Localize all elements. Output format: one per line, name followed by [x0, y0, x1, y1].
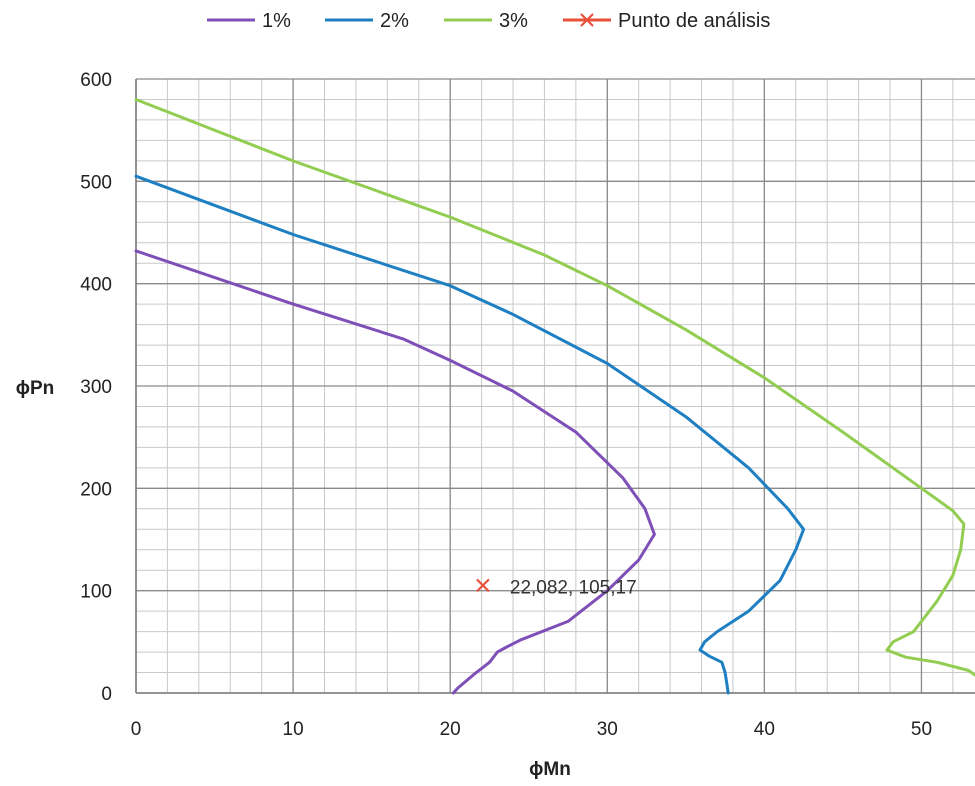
series-line-1	[134, 249, 656, 695]
legend-label-3: 3%	[499, 10, 528, 32]
x-tick-label: 50	[911, 719, 932, 740]
x-tick-label: 10	[283, 719, 304, 740]
series-line-3	[134, 98, 975, 677]
y-tick-label: 0	[101, 684, 112, 705]
y-tick-label: 200	[80, 479, 112, 500]
y-axis-title: ϕPn	[16, 378, 55, 399]
x-tick-labels: 0 10 20 30 40 50	[131, 719, 932, 740]
x-tick-label: 40	[754, 719, 775, 740]
x-tick-label: 20	[440, 719, 461, 740]
axes	[135, 79, 975, 694]
analysis-point-data-label: 22,082, 105,17	[510, 577, 637, 598]
y-tick-label: 500	[80, 172, 112, 193]
series-layer: 22,082, 105,17	[134, 98, 975, 695]
series-line-2	[134, 174, 806, 695]
x-tick-label: 30	[597, 719, 618, 740]
legend-marker-stroke	[580, 13, 594, 27]
y-tick-label: 300	[80, 377, 112, 398]
legend: 1% 2% 3% Punto de análisis	[207, 10, 770, 32]
marker-stroke	[476, 578, 490, 593]
legend-label-4: Punto de análisis	[618, 10, 770, 32]
legend-label-2: 2%	[380, 10, 409, 32]
legend-label-1: 1%	[262, 10, 291, 32]
x-tick-label: 0	[131, 719, 142, 740]
y-tick-label: 600	[80, 70, 112, 91]
x-axis-title: ϕMn	[529, 759, 571, 780]
analysis-point-marker	[476, 578, 490, 593]
y-tick-label: 100	[80, 582, 112, 603]
y-tick-label: 400	[80, 275, 112, 296]
y-tick-labels: 0 100 200 300 400 500 600	[80, 70, 112, 705]
